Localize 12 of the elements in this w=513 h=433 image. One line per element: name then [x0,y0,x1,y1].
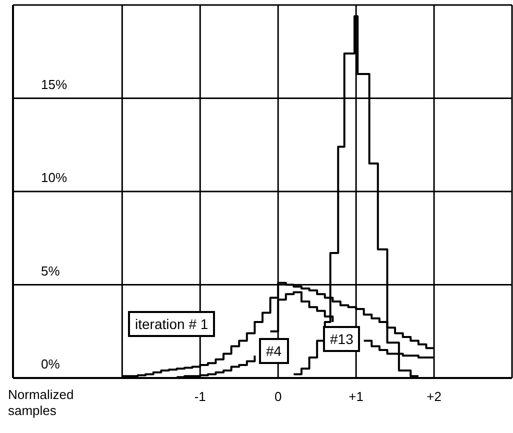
x-tick-label: -1 [194,389,206,404]
y-tick-label: 0% [41,356,60,372]
series-label: #4 [259,338,289,364]
y-tick-label: 10% [41,170,68,186]
x-axis-title: Normalized samples [8,387,75,419]
x-tick-label: +1 [348,389,364,404]
y-tick-label: 5% [41,263,60,278]
series-label: #13 [323,326,360,352]
x-tick-label: 0 [274,389,282,404]
x-tick-label: +2 [426,389,442,404]
series-label: iteration # 1 [128,311,216,337]
y-tick-label: 15% [41,76,68,92]
